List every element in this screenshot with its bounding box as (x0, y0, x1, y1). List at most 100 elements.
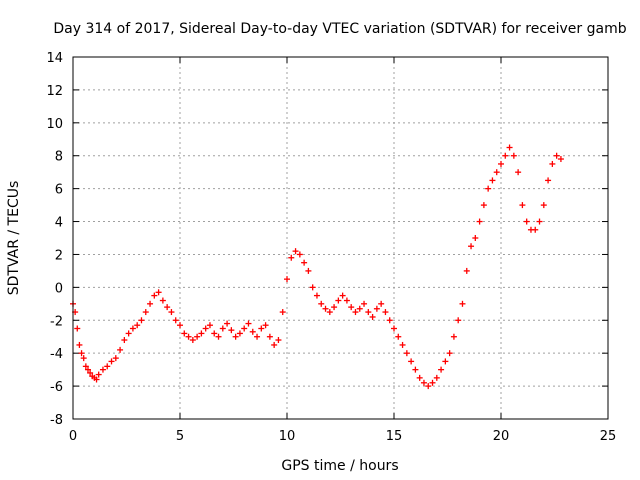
data-point (313, 292, 320, 299)
data-point (476, 218, 483, 225)
data-point (232, 333, 239, 340)
data-point (433, 374, 440, 381)
data-point (76, 341, 83, 348)
plot-frame (72, 56, 609, 420)
data-point (545, 177, 552, 184)
data-point (288, 254, 295, 261)
data-point (540, 202, 547, 209)
data-point (125, 330, 132, 337)
data-point (296, 251, 303, 258)
data-point (339, 292, 346, 299)
data-point (502, 152, 509, 159)
data-point (438, 366, 445, 373)
data-point (498, 160, 504, 167)
data-point (266, 333, 273, 340)
data-point (142, 309, 149, 316)
y-tick-label: 14 (46, 51, 63, 66)
data-point (429, 379, 436, 386)
y-tick-label: 12 (46, 84, 63, 99)
data-point (493, 169, 500, 176)
data-point (352, 309, 359, 316)
data-point (155, 289, 162, 296)
data-point (189, 337, 196, 344)
data-point (442, 358, 449, 365)
data-point (87, 369, 94, 376)
data-point (356, 305, 363, 312)
y-tick-label: 0 (55, 281, 63, 296)
data-point (395, 333, 402, 340)
data-point (382, 309, 389, 316)
data-point (343, 297, 350, 304)
data-point (198, 330, 205, 337)
x-tick-label: 15 (386, 429, 403, 444)
data-point (408, 358, 415, 365)
data-point (403, 350, 410, 357)
data-point (322, 305, 329, 312)
data-point (164, 304, 171, 311)
data-point (468, 243, 475, 250)
data-point (84, 366, 91, 373)
data-point (309, 284, 316, 291)
data-point (378, 300, 385, 307)
data-point (172, 317, 179, 324)
x-axis-label: GPS time / hours (281, 458, 398, 474)
data-point (245, 320, 252, 327)
data-point (519, 202, 526, 209)
data-point (506, 144, 513, 151)
y-tick-label: -8 (50, 413, 63, 428)
y-tick-label: -2 (50, 314, 63, 329)
y-tick-label: 10 (46, 117, 63, 132)
data-point (485, 185, 492, 192)
data-point (99, 366, 106, 373)
data-point (510, 152, 517, 159)
data-point (249, 328, 256, 335)
data-point (108, 358, 115, 365)
data-point (399, 341, 406, 348)
x-tick-label: 20 (493, 429, 510, 444)
data-point (275, 337, 282, 344)
data-point (549, 160, 556, 167)
data-point (80, 355, 87, 362)
data-point (335, 297, 342, 304)
data-point (121, 337, 128, 344)
data-point (279, 309, 286, 316)
data-point (262, 322, 269, 329)
data-point (480, 202, 487, 209)
data-point (78, 350, 85, 357)
data-point (211, 330, 218, 337)
data-point (168, 309, 175, 316)
chart-title: Day 314 of 2017, Sidereal Day-to-day VTE… (53, 21, 626, 37)
data-point (425, 383, 432, 390)
data-point (532, 226, 539, 233)
data-point (206, 322, 213, 329)
data-point (254, 333, 261, 340)
y-tick-label: 8 (55, 150, 63, 165)
data-point (95, 371, 102, 378)
data-point (489, 177, 496, 184)
data-point (391, 325, 397, 332)
data-point (215, 333, 222, 340)
data-point (74, 325, 81, 332)
data-point (134, 322, 141, 329)
data-point (523, 218, 530, 225)
data-point (361, 300, 368, 307)
data-point (185, 333, 192, 340)
y-tick-label: 4 (55, 216, 63, 231)
data-point (104, 363, 111, 370)
data-point (194, 333, 201, 340)
x-tick-label: 0 (69, 429, 77, 444)
data-point (93, 376, 100, 383)
data-point (420, 379, 427, 386)
data-point (228, 327, 235, 334)
data-point (515, 169, 522, 176)
data-point (416, 374, 423, 381)
x-tick-label: 5 (176, 429, 184, 444)
data-point (412, 366, 419, 373)
data-point (202, 325, 209, 332)
x-tick-label: 10 (279, 429, 296, 444)
data-point (258, 325, 265, 332)
data-point (129, 325, 136, 332)
data-point (369, 313, 376, 320)
y-tick-label: -6 (50, 380, 63, 395)
data-point (318, 300, 325, 307)
